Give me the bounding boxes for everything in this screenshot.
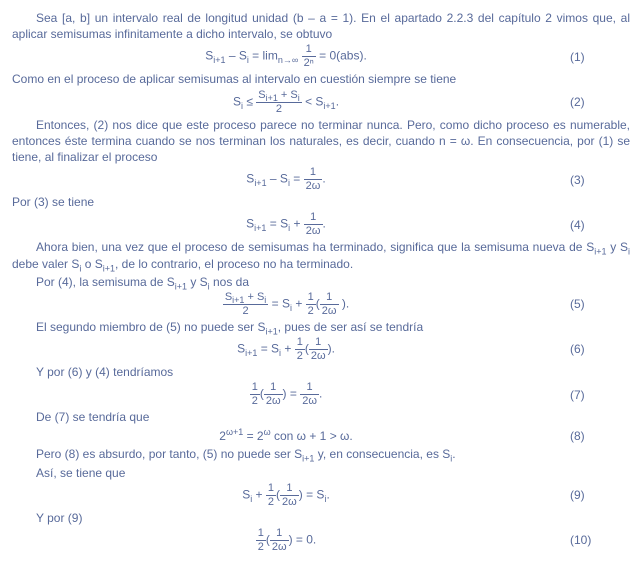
para-10: Pero (8) es absurdo, por tanto, (5) no p… [12, 446, 630, 462]
eq10-number: (10) [560, 532, 630, 548]
para-6: Por (4), la semisuma de Si+1 y Si nos da [12, 274, 630, 290]
eq7-number: (7) [560, 387, 630, 403]
equation-2: Si ≤ Si+1 + Si2 < Si+1. (2) [12, 90, 630, 115]
para-7: El segundo miembro de (5) no puede ser S… [12, 319, 630, 335]
equation-10: 12(12ω) = 0. (10) [12, 528, 630, 553]
eq6-number: (6) [560, 341, 630, 357]
eq4-number: (4) [560, 217, 630, 233]
eq2-number: (2) [560, 94, 630, 110]
para-3: Entonces, (2) nos dice que este proceso … [12, 117, 630, 166]
eq1-number: (1) [560, 49, 630, 65]
para-11: Así, se tiene que [12, 465, 630, 481]
para-8: Y por (6) y (4) tendríamos [12, 364, 630, 380]
equation-5: Si+1 + Si2 = Si + 12(12ω ). (5) [12, 292, 630, 317]
equation-1: Si+1 – Si = limn→∞ 12ⁿ = 0(abs). (1) [12, 44, 630, 69]
eq9-number: (9) [560, 487, 630, 503]
equation-4: Si+1 = Si + 12ω. (4) [12, 212, 630, 237]
eq5-number: (5) [560, 296, 630, 312]
eq3-number: (3) [560, 172, 630, 188]
equation-3: Si+1 – Si = 12ω. (3) [12, 167, 630, 192]
para-2: Como en el proceso de aplicar semisumas … [12, 71, 630, 87]
para-4: Por (3) se tiene [12, 194, 630, 210]
eq8-number: (8) [560, 428, 630, 444]
equation-7: 12(12ω) = 12ω. (7) [12, 382, 630, 407]
equation-8: 2ω+1 = 2ω con ω + 1 > ω. (8) [12, 427, 630, 444]
para-5: Ahora bien, una vez que el proceso de se… [12, 239, 630, 271]
para-12: Y por (9) [12, 510, 630, 526]
equation-6: Si+1 = Si + 12(12ω). (6) [12, 337, 630, 362]
para-9: De (7) se tendría que [12, 409, 630, 425]
para-1: Sea [a, b] un intervalo real de longitud… [12, 10, 630, 42]
